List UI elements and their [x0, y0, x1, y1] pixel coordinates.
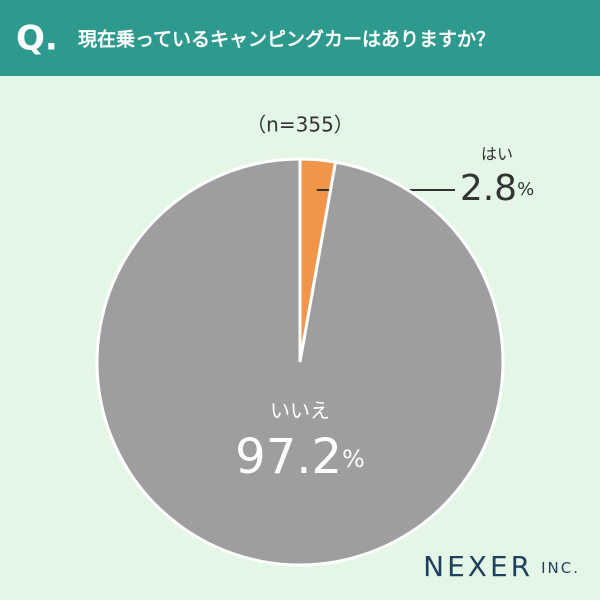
- value-unit: %: [342, 445, 365, 473]
- value-unit: %: [517, 179, 534, 200]
- value-label: 97.2%: [235, 429, 365, 485]
- value-number: 97.2: [235, 429, 342, 485]
- chart-title: 現在乗っているキャンピングカーはありますか？: [78, 28, 495, 51]
- header-band: [0, 0, 600, 76]
- header-label: Q.: [16, 19, 58, 59]
- logo-suffix: INC.: [541, 559, 580, 577]
- chart-subtitle: （n=355）: [246, 113, 354, 137]
- value-number: 2.8: [460, 168, 517, 209]
- logo-name: NEXER: [423, 550, 533, 583]
- logo: NEXER INC.: [423, 550, 580, 583]
- pie: はい 2.8% いいえ 97.2%: [95, 145, 534, 567]
- slice-label: いいえ: [270, 399, 330, 423]
- slice-label: はい: [481, 145, 513, 164]
- value-label: 2.8%: [460, 168, 534, 209]
- pie-slice: [95, 157, 505, 567]
